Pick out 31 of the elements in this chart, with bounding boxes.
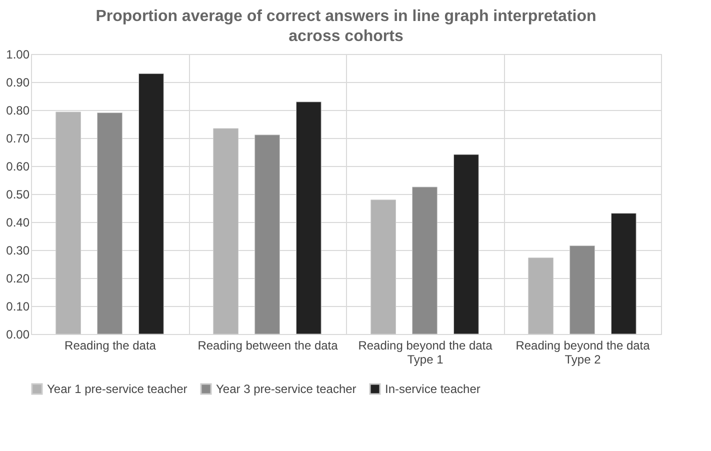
bar <box>213 128 238 334</box>
bar <box>570 246 595 334</box>
x-tick-label: Reading beyond the data Type 2 <box>516 338 650 366</box>
bar <box>454 154 479 334</box>
bar <box>528 258 554 334</box>
bar <box>56 112 81 334</box>
y-tick-label: 0.90 <box>6 76 30 90</box>
y-tick-label: 1.00 <box>6 48 30 62</box>
x-tick-label: Reading beyond the data Type 1 <box>358 338 493 366</box>
y-tick-label: 0.10 <box>6 300 30 314</box>
bar <box>296 102 322 334</box>
y-tick-label: 0.30 <box>6 244 30 258</box>
y-tick-label: 0.80 <box>6 104 30 118</box>
y-tick-label: 0.00 <box>6 328 30 342</box>
y-tick-label: 0.40 <box>6 216 30 230</box>
bar <box>254 134 280 334</box>
x-tick-label: Reading the data <box>64 338 156 352</box>
y-tick-label: 0.50 <box>6 188 30 202</box>
x-tick-label: Reading between the data <box>198 338 338 352</box>
y-tick-label: 0.70 <box>6 132 30 146</box>
bar <box>97 112 122 334</box>
bar <box>370 200 396 334</box>
chart-title: Proportion average of correct answers in line graph interpretation across cohorts <box>96 8 596 45</box>
bar <box>412 186 438 334</box>
legend-label: In-service teacher <box>385 382 480 396</box>
bar <box>611 213 636 334</box>
legend-label: Year 1 pre-service teacher <box>47 382 188 396</box>
legend-label: Year 3 pre-service teacher <box>216 382 356 396</box>
y-tick-label: 0.20 <box>6 272 30 286</box>
y-tick-label: 0.60 <box>6 160 30 174</box>
bar <box>138 73 164 334</box>
